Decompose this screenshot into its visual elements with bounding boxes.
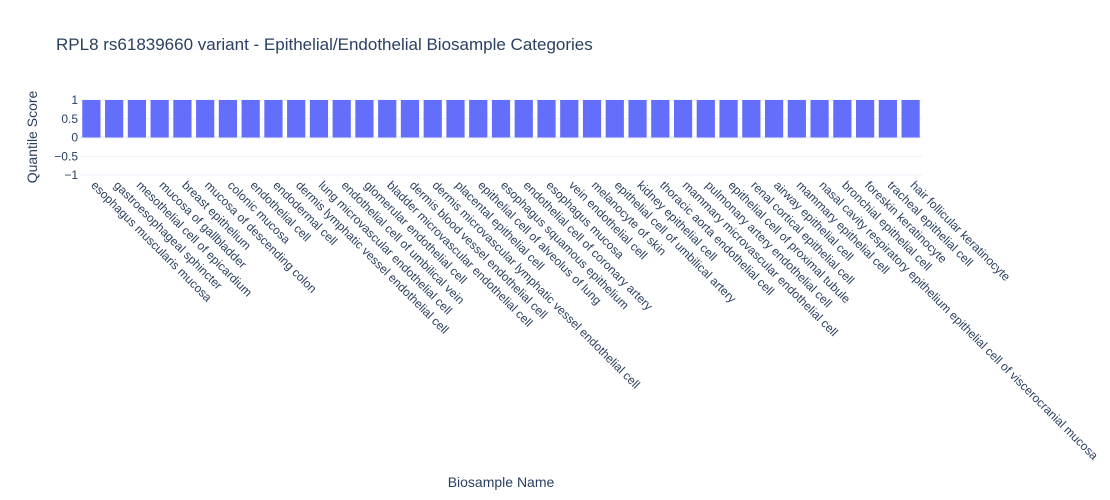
bar[interactable]: [833, 100, 852, 138]
bar[interactable]: [82, 100, 101, 138]
y-tick-label: 0.5: [61, 112, 78, 126]
bar[interactable]: [582, 100, 602, 138]
bar[interactable]: [105, 100, 124, 138]
bar[interactable]: [514, 100, 533, 138]
bar[interactable]: [560, 100, 579, 138]
bar[interactable]: [332, 100, 351, 138]
bar[interactable]: [764, 100, 784, 138]
bar[interactable]: [264, 100, 283, 138]
bar[interactable]: [241, 100, 260, 138]
chart-title: RPL8 rs61839660 variant - Epithelial/End…: [56, 35, 593, 54]
bar[interactable]: [673, 100, 693, 138]
bar[interactable]: [491, 100, 511, 138]
y-axis-title: Quantile Score: [24, 90, 40, 183]
bar[interactable]: [537, 100, 556, 138]
y-tick-label: 0: [71, 131, 78, 145]
bar[interactable]: [628, 100, 647, 138]
bar[interactable]: [810, 100, 829, 138]
bar[interactable]: [400, 100, 420, 138]
bar[interactable]: [423, 100, 442, 138]
bar[interactable]: [127, 100, 146, 138]
y-tick-label: 1: [71, 93, 78, 107]
bar[interactable]: [173, 100, 192, 138]
y-axis-ticks: 1 0.5 0 −0.5 −1: [54, 93, 78, 182]
x-axis-title: Biosample Name: [448, 474, 555, 490]
bar[interactable]: [355, 100, 374, 138]
bar[interactable]: [651, 100, 670, 138]
bar[interactable]: [218, 100, 238, 138]
y-tick-label: −0.5: [54, 149, 78, 163]
bar[interactable]: [150, 100, 169, 138]
bar[interactable]: [446, 100, 465, 138]
bar[interactable]: [719, 100, 738, 138]
bar[interactable]: [469, 100, 488, 138]
bar[interactable]: [196, 100, 215, 138]
bar[interactable]: [856, 100, 875, 138]
bar[interactable]: [605, 100, 624, 138]
bar[interactable]: [901, 100, 920, 138]
bar[interactable]: [787, 100, 806, 138]
bar[interactable]: [378, 100, 397, 138]
y-tick-label: −1: [64, 168, 78, 182]
bar[interactable]: [309, 100, 329, 138]
bar[interactable]: [878, 100, 897, 138]
x-axis-ticks: esophagus muscularis mucosagastroesophag…: [88, 178, 1101, 463]
bar[interactable]: [287, 100, 306, 138]
bar[interactable]: [696, 100, 715, 138]
bars: [82, 100, 920, 138]
bar[interactable]: [742, 100, 761, 138]
